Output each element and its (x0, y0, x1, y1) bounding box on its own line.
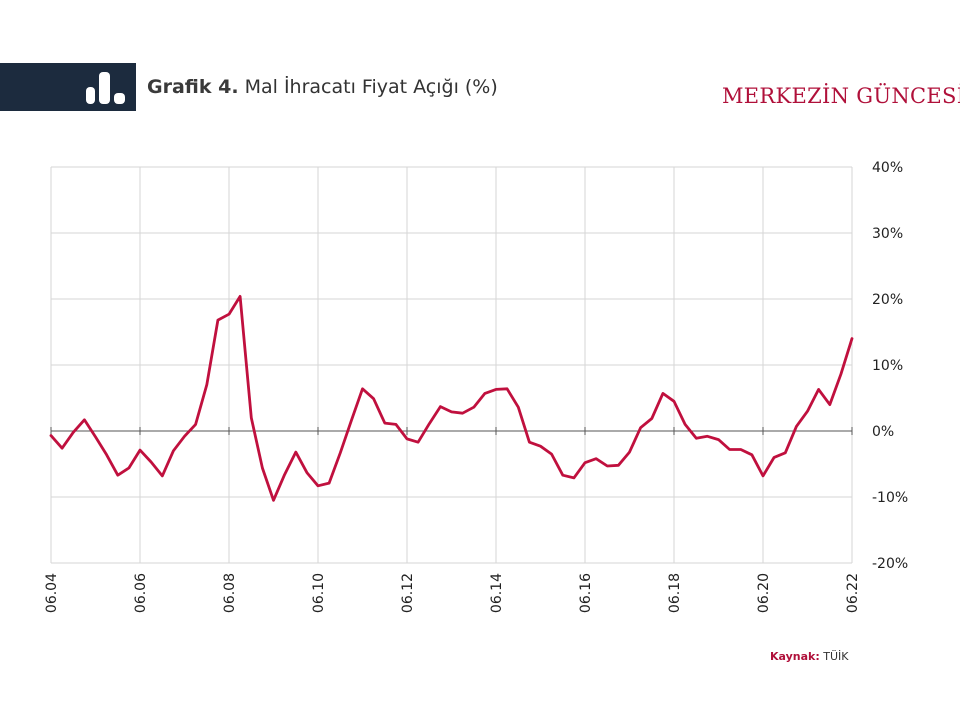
y-tick-label: 0% (872, 424, 894, 440)
x-axis-ticks: 06.04 06.06 06.08 06.10 06.12 06.14 06.16 06.18… (44, 573, 861, 613)
y-axis-ticks: 40% 30% 20% 10% 0% -10% -20% (872, 160, 908, 572)
bar-chart-icon (86, 72, 125, 104)
y-tick-label: 40% (872, 160, 903, 176)
series-line (49, 294, 854, 502)
x-tick-label: 06.06 (133, 573, 149, 613)
y-tick-label: 10% (872, 358, 903, 374)
source-note: Kaynak: TÜİK (770, 650, 848, 663)
x-tick-label: 06.10 (311, 573, 327, 613)
x-tick-label: 06.16 (578, 573, 594, 613)
source-value: TÜİK (823, 650, 849, 663)
y-tick-label: -20% (872, 556, 908, 572)
x-tick-label: 06.04 (44, 573, 60, 613)
chart-grid (50, 166, 853, 564)
y-tick-label: 30% (872, 226, 903, 242)
chart-title: Grafik 4. Mal İhracatı Fiyat Açığı (%) (147, 76, 498, 98)
x-tick-label: 06.12 (400, 573, 416, 613)
y-tick-label: 20% (872, 292, 903, 308)
x-tick-label: 06.14 (489, 573, 505, 613)
header-bar (0, 63, 136, 111)
x-tick-label: 06.22 (845, 573, 861, 613)
x-tick-label: 06.08 (222, 573, 238, 613)
series-lines (49, 294, 854, 502)
y-tick-label: -10% (872, 490, 908, 506)
title-rest: Mal İhracatı Fiyat Açığı (%) (238, 76, 498, 98)
title-bold: Grafik 4. (147, 76, 239, 98)
brand-logo: MERKEZİN GÜNCESİ (722, 84, 960, 108)
x-tick-label: 06.18 (667, 573, 683, 613)
x-tick-label: 06.20 (756, 573, 772, 613)
source-label: Kaynak: (770, 650, 820, 663)
